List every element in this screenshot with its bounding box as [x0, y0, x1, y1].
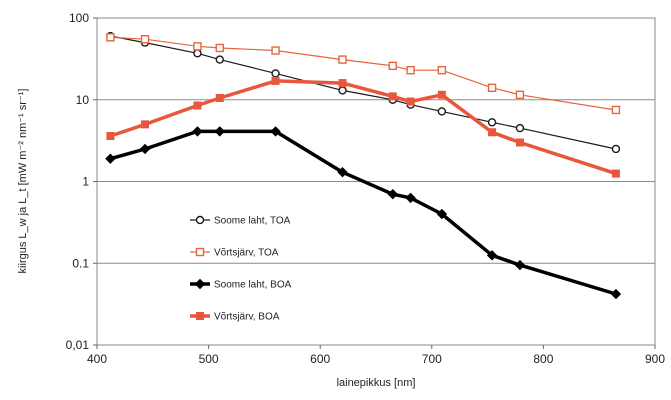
series-2-point — [105, 153, 116, 164]
series-2-point — [387, 188, 398, 200]
y-tick-label: 0,01 — [66, 338, 90, 352]
series-1-point — [338, 55, 347, 64]
series-3-point — [338, 79, 347, 88]
x-tick-label: 500 — [199, 352, 219, 366]
series-1-point — [515, 90, 525, 99]
x-axis: 400 500 600 700 800 900 — [87, 345, 665, 366]
series-2-point — [514, 259, 526, 271]
series-0-point — [193, 49, 202, 58]
x-tick-label: 900 — [645, 352, 665, 366]
x-tick-label: 700 — [422, 352, 442, 366]
series-2-point — [486, 250, 498, 261]
legend-swatch-point — [195, 215, 205, 225]
series-3-point — [515, 138, 524, 147]
legend-item: Võrtsjärv, TOA — [190, 248, 279, 259]
series-0-point — [437, 107, 447, 116]
series-2-point — [214, 126, 225, 137]
legend: Soome laht, TOA Võrtsjärv, TOA Soome laht,… — [190, 216, 292, 323]
series-1-point — [487, 83, 497, 93]
series-1-point — [611, 105, 621, 115]
series-3-point — [193, 101, 202, 110]
series-0-point — [611, 144, 621, 154]
series-1-point — [271, 46, 280, 55]
series-2 — [105, 126, 622, 300]
series-1 — [106, 33, 621, 115]
x-tick-label: 400 — [87, 352, 107, 366]
series-2-point — [610, 288, 622, 300]
y-tick-label: 10 — [76, 93, 90, 107]
series-3-point — [611, 169, 620, 178]
series-3-point — [488, 128, 497, 137]
legend-label: Võrtsjärv, BOA — [214, 312, 280, 323]
series-2-point — [405, 192, 416, 204]
legend-swatch-point — [195, 247, 205, 257]
series-0-point — [338, 86, 347, 95]
series-0-point — [487, 118, 497, 127]
series-1-point — [215, 43, 224, 53]
series-3-point — [271, 76, 280, 85]
series-1-point — [388, 61, 397, 71]
grid-lines — [97, 99, 655, 264]
y-tick-label: 0.1 — [72, 256, 89, 270]
legend-item: Soome laht, BOA — [190, 278, 292, 291]
legend-item: Võrtsjärv, BOA — [190, 312, 280, 323]
x-tick-label: 600 — [310, 352, 330, 366]
legend-label: Soome laht, BOA — [214, 280, 292, 291]
series-1-point — [406, 65, 415, 75]
series-2-point — [337, 166, 348, 178]
legend-swatch-point — [194, 278, 206, 290]
series-3-point — [388, 92, 397, 101]
series-3-line — [109, 79, 617, 176]
y-axis: 0,01 0.1 1 10 100 — [66, 11, 97, 352]
series-2-point — [139, 143, 151, 155]
legend-label: Soome laht, TOA — [214, 216, 291, 227]
series-1-point — [193, 42, 202, 51]
series-3-point — [215, 94, 224, 103]
y-axis-title: kiirgus L_w ja L_t [mW m⁻² nm⁻¹ sr⁻¹] — [17, 89, 29, 274]
series-3-point — [106, 132, 115, 141]
x-axis-title: lainepikkus [nm] — [337, 377, 416, 389]
legend-item: Soome laht, TOA — [190, 216, 291, 227]
series-0-line — [110, 35, 617, 150]
series-1-point — [437, 65, 447, 75]
x-tick-label: 800 — [533, 352, 553, 366]
legend-label: Võrtsjärv, TOA — [214, 248, 279, 259]
series-1-line — [110, 36, 616, 111]
series-layer — [105, 31, 622, 300]
series-3-point — [406, 97, 415, 106]
y-tick-label: 1 — [82, 175, 89, 189]
series-2-point — [270, 126, 281, 137]
y-tick-label: 100 — [69, 11, 89, 25]
series-3-point — [437, 90, 446, 99]
series-2-line — [109, 129, 617, 296]
series-3 — [106, 76, 620, 178]
series-2-point — [436, 208, 448, 220]
series-0-point — [215, 55, 224, 64]
series-0-point — [515, 123, 525, 133]
series-1-point — [140, 35, 150, 44]
legend-swatch-point — [196, 312, 204, 320]
series-0-point — [271, 69, 280, 78]
series-1-point — [106, 33, 115, 42]
series-2-point — [192, 126, 203, 137]
series-3-point — [140, 120, 149, 129]
